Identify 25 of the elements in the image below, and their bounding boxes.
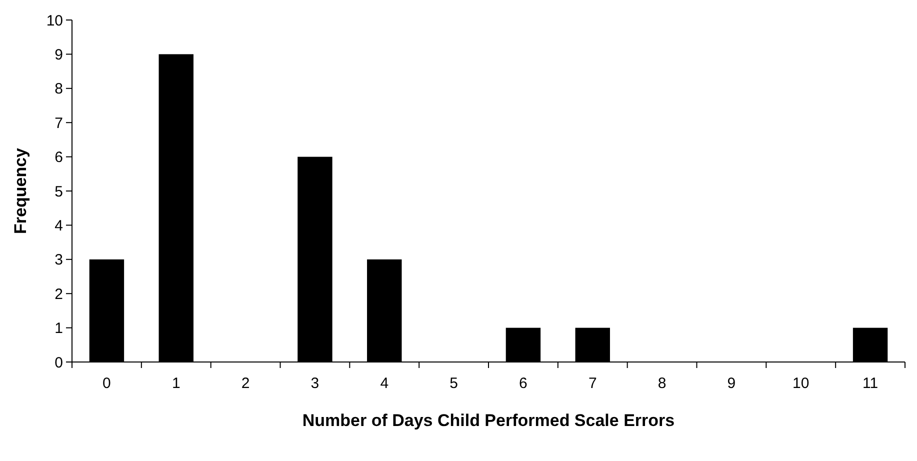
x-tick-label: 1 xyxy=(172,375,180,392)
x-tick-label: 5 xyxy=(450,375,458,392)
y-tick-label: 0 xyxy=(54,354,63,372)
x-tick-label: 3 xyxy=(310,375,320,392)
y-tick-label: 10 xyxy=(46,12,63,30)
y-tick-label: 2 xyxy=(54,286,63,303)
y-tick-label: 9 xyxy=(54,46,63,64)
x-tick-label: 6 xyxy=(519,375,528,392)
x-axis-title: Number of Days Child Performed Scale Errors xyxy=(302,411,675,430)
y-tick-label: 7 xyxy=(54,114,63,132)
x-tick-label: 2 xyxy=(241,375,250,392)
x-tick-label: 4 xyxy=(380,375,389,392)
x-tick-label: 0 xyxy=(102,375,111,392)
x-tick-label: 10 xyxy=(792,375,810,392)
y-tick-label: 1 xyxy=(54,320,63,338)
y-axis-title: Frequency xyxy=(11,147,30,234)
y-tick-label: 3 xyxy=(54,252,63,269)
y-tick-label: 8 xyxy=(54,80,63,98)
x-tick-label: 9 xyxy=(727,375,736,392)
y-tick-label: 4 xyxy=(54,217,63,234)
y-tick-label: 5 xyxy=(54,183,63,200)
x-tick-label: 7 xyxy=(588,375,597,392)
y-tick-label: 6 xyxy=(54,149,63,166)
x-tick-label: 11 xyxy=(862,375,878,392)
x-tick-label: 8 xyxy=(658,375,666,392)
